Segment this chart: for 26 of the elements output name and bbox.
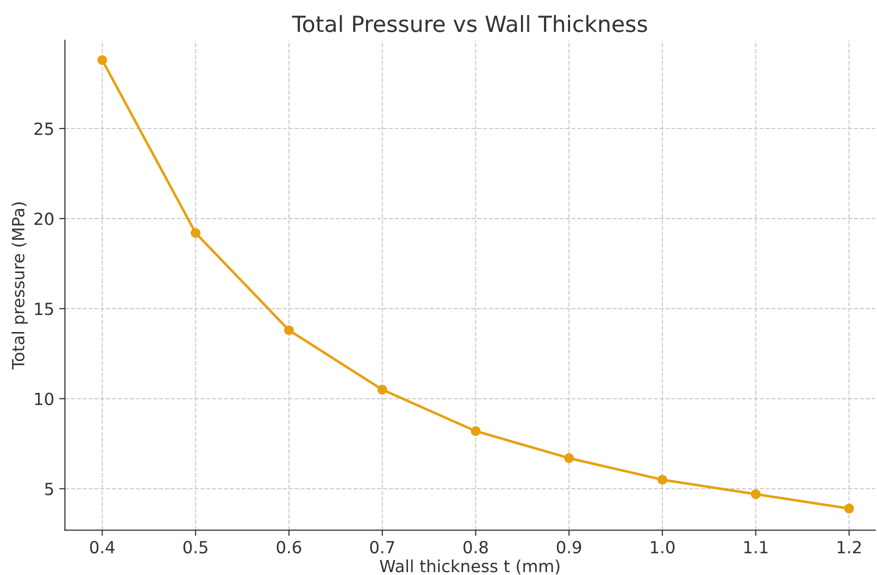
point	[750, 489, 761, 499]
x-axis-title: Wall thickness t (mm)	[380, 559, 560, 574]
x-tick-label: 0.7	[370, 540, 394, 554]
y-tick-label: 5	[45, 482, 54, 496]
x-tick-label: 1.0	[650, 540, 675, 554]
chart-title: Total Pressure vs Wall Thickness	[292, 15, 648, 32]
y-tick-label: 15	[35, 302, 54, 316]
y-tick-label: 25	[34, 122, 54, 136]
point	[844, 504, 854, 514]
y-tick-label: 10	[35, 392, 54, 406]
x-tick-label: 0.6	[276, 540, 302, 554]
point	[190, 228, 200, 238]
point	[97, 55, 108, 65]
x-tick-label: 0.4	[90, 540, 115, 554]
x-tick-label: 1.1	[744, 541, 768, 554]
y-axis-title: Total pressure (MPa)	[12, 202, 28, 370]
point	[470, 426, 481, 436]
point	[564, 453, 574, 463]
point	[284, 325, 294, 336]
x-tick-label: 0.9	[556, 540, 582, 554]
y-tick-label: 20	[34, 212, 54, 226]
x-tick-label: 1.2	[838, 540, 861, 554]
x-tick-label: 0.5	[183, 540, 208, 554]
point	[377, 384, 388, 395]
x-tick-label: 0.8	[464, 540, 488, 554]
point	[658, 474, 668, 485]
